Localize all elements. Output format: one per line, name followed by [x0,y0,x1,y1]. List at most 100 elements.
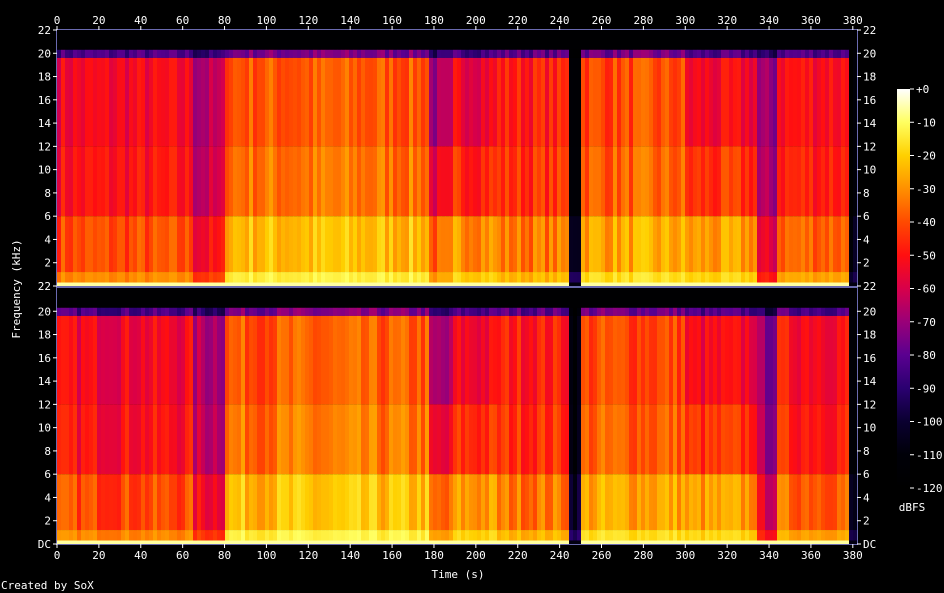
spectrogram-cell [229,307,234,316]
spectrogram-cell [501,57,506,147]
spectrogram-cell [373,288,378,308]
spectrogram-cell [601,530,606,541]
spectrogram-cell [485,282,490,286]
spectrogram-cell [697,404,702,475]
spectrogram-cell [605,474,610,531]
spectrogram-cell [481,30,486,50]
spectrogram-cell [341,288,346,308]
x-tick-label-bottom: 380 [843,549,863,562]
spectrogram-cell [661,530,666,541]
spectrogram-cell [277,30,282,50]
spectrogram-cell [125,307,130,316]
spectrogram-cell [785,288,790,308]
spectrogram-cell [541,474,546,531]
spectrogram-cell [557,307,562,316]
spectrogram-cell [569,57,574,147]
spectrogram-cell [97,49,102,58]
spectrogram-cell [197,530,202,541]
spectrogram-cell [149,272,154,283]
spectrogram-cell [493,307,498,316]
spectrogram-cell [697,282,702,286]
spectrogram-cell [601,146,606,217]
spectrogram-cell [657,288,662,308]
spectrogram-cell [357,315,362,405]
colorbar-tick-label: -60 [916,283,936,296]
spectrogram-cell [621,216,626,273]
spectrogram-cell [121,146,126,217]
spectrogram-cell [145,57,150,147]
spectrogram-cell [77,30,82,50]
spectrogram-cell [841,282,846,286]
spectrogram-cell [681,216,686,273]
spectrogram-cell [585,288,590,308]
spectrogram-cell [809,272,814,283]
spectrogram-cell [221,282,226,286]
spectrogram-cell [753,57,758,147]
spectrogram-cell [453,530,458,541]
spectrogram-cell [481,146,486,217]
spectrogram-cell [785,282,790,286]
spectrogram-cell [517,216,522,273]
spectrogram-cell [733,272,738,283]
spectrogram-cell [193,216,198,273]
spectrogram-cell [437,49,442,58]
spectrogram-cell [413,315,418,405]
spectrogram-cell [841,530,846,541]
spectrogram-cell [249,49,254,58]
spectrogram-cell [569,216,574,273]
spectrogram-cell [613,540,618,544]
spectrogram-cell [721,530,726,541]
spectrogram-cell [193,57,198,147]
spectrogram-cell [741,146,746,217]
spectrogram-cell [445,57,450,147]
spectrogram-cell [789,288,794,308]
spectrogram-cell [561,49,566,58]
spectrogram-cell [597,288,602,308]
spectrogram-cell [821,272,826,283]
spectrogram-cell [101,272,106,283]
spectrogram-cell [645,216,650,273]
spectrogram-cell [589,404,594,475]
spectrogram-cell [273,540,278,544]
spectrogram-cell [609,530,614,541]
spectrogram-cell [725,404,730,475]
spectrogram-cell [289,282,294,286]
spectrogram-cell [649,146,654,217]
spectrogram-cell [845,282,850,286]
spectrogram-cell [573,146,578,217]
spectrogram-cell [641,530,646,541]
spectrogram-cell [581,57,586,147]
spectrogram-cell [281,530,286,541]
spectrogram-cell [677,57,682,147]
spectrogram-cell [477,315,482,405]
spectrogram-cell [557,288,562,308]
spectrogram-cell [61,57,66,147]
spectrogram-cell [457,216,462,273]
spectrogram-cell [77,540,82,544]
spectrogram-cell [609,474,614,531]
spectrogram-cell [829,30,834,50]
spectrogram-cell [833,540,838,544]
spectrogram-cell [809,146,814,217]
spectrogram-cell [509,307,514,316]
spectrogram-cell [333,474,338,531]
spectrogram-cell [245,315,250,405]
spectrogram-cell [337,540,342,544]
spectrogram-cell [149,315,154,405]
spectrogram-cell [165,272,170,283]
spectrogram-cell [789,540,794,544]
spectrogram-cell [169,282,174,286]
spectrogram-cell [801,404,806,475]
spectrogram-cell [817,404,822,475]
spectrogram-cell [61,30,66,50]
spectrogram-cell [849,282,854,286]
spectrogram-cell [433,282,438,286]
spectrogram-cell [257,282,262,286]
spectrogram-cell [325,57,330,147]
spectrogram-cell [817,474,822,531]
spectrogram-cell [769,216,774,273]
spectrogram-cell [169,474,174,531]
spectrogram-cell [265,49,270,58]
spectrogram-cell [309,49,314,58]
x-tick-label-top: 200 [466,14,486,27]
